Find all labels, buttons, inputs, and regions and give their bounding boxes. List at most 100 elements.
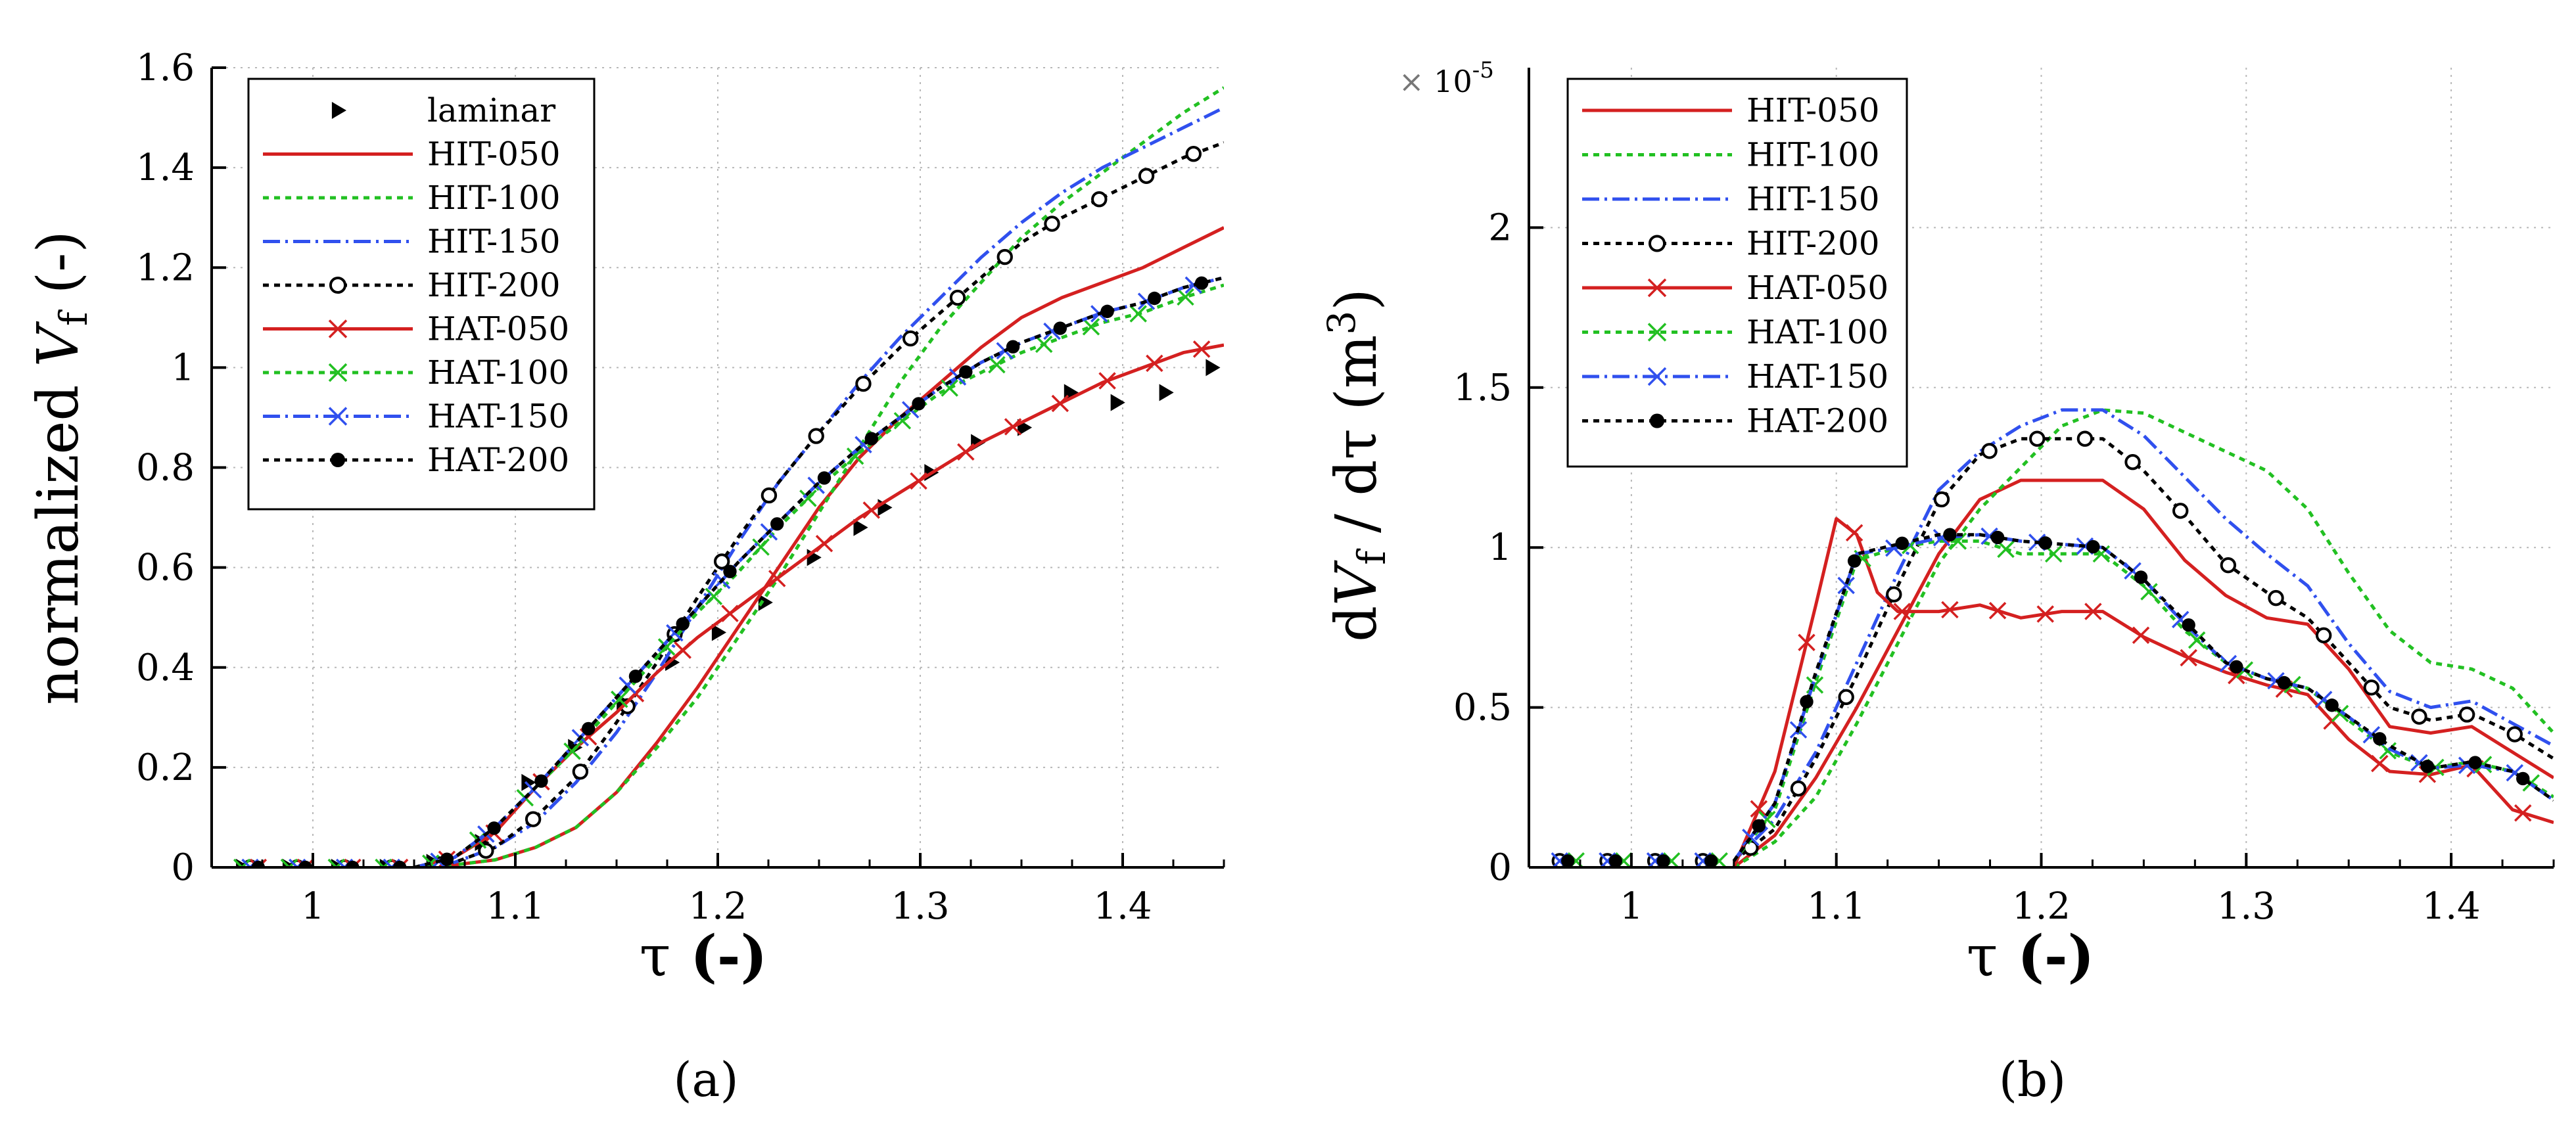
data-point-hit-200 bbox=[525, 811, 542, 827]
data-point-hat-200 bbox=[676, 617, 690, 631]
series-line-hat-200 bbox=[413, 276, 1224, 867]
data-point-hat-050 bbox=[721, 605, 739, 622]
data-point-hat-200 bbox=[1656, 854, 1670, 867]
data-point-hat-200 bbox=[628, 670, 643, 683]
series-line-hit-050 bbox=[1733, 478, 2554, 867]
legend-marker bbox=[1647, 278, 1667, 298]
legend-label: laminar bbox=[427, 91, 555, 129]
data-point-hat-100 bbox=[799, 490, 817, 507]
data-point-hat-100 bbox=[941, 379, 958, 397]
x-tick-label: 1.4 bbox=[2422, 885, 2481, 928]
data-point-hat-050 bbox=[815, 535, 833, 553]
x-tick-label: 1.1 bbox=[1807, 885, 1865, 928]
data-point-hat-200 bbox=[1006, 340, 1020, 354]
data-point-hat-200 bbox=[1704, 854, 1718, 867]
y-tick-label: 1 bbox=[171, 346, 195, 389]
data-point-hat-200 bbox=[2373, 732, 2387, 746]
legend-label: HIT-100 bbox=[1746, 136, 1880, 174]
data-point-laminar bbox=[521, 773, 536, 791]
data-point-hat-050 bbox=[1098, 372, 1116, 390]
data-point-hat-200 bbox=[2134, 570, 2148, 584]
legend-item-hat-150: HAT-150 bbox=[263, 398, 569, 436]
legend-item-hat-150: HAT-150 bbox=[1582, 357, 1888, 396]
data-point-hit-200 bbox=[2315, 627, 2332, 644]
y-tick-label: 0.2 bbox=[136, 746, 195, 789]
legend-label: HAT-150 bbox=[427, 398, 569, 436]
data-point-hat-100 bbox=[2140, 583, 2158, 601]
legend-label: HAT-100 bbox=[427, 354, 569, 392]
legend-marker bbox=[328, 407, 348, 426]
data-point-hit-200 bbox=[855, 375, 872, 392]
legend-item-hit-100: HIT-100 bbox=[263, 179, 561, 217]
y-tick-label: 0 bbox=[171, 846, 195, 889]
data-point-hat-050 bbox=[2371, 754, 2389, 773]
legend-item-hit-050: HIT-050 bbox=[263, 135, 561, 173]
legend: HIT-050 HIT-100 HIT-150 HIT-200 HAT-050 HAT-1… bbox=[1566, 78, 1908, 468]
data-point-hat-200 bbox=[392, 860, 407, 867]
legend-label: HIT-200 bbox=[427, 266, 561, 304]
data-point-hat-050 bbox=[1845, 524, 1863, 542]
data-point-hat-050 bbox=[1988, 602, 2007, 620]
data-point-hat-200 bbox=[1800, 695, 1814, 709]
data-point-laminar bbox=[758, 593, 773, 611]
chart-a: 1 1.1 1.2 1.3 1.4 0 0.2 0.4 0.6 0.8 1 1.2 1.4 1.6 τ (-… bbox=[26, 47, 1225, 1107]
data-point-hit-200 bbox=[2076, 430, 2094, 447]
legend-label: HIT-150 bbox=[427, 223, 561, 261]
data-point-hit-200 bbox=[1933, 491, 1950, 508]
x-tick-label: 1 bbox=[1620, 885, 1643, 928]
data-point-hat-200 bbox=[1943, 528, 1957, 541]
legend-label: HIT-200 bbox=[1746, 225, 1880, 263]
data-point-hat-200 bbox=[864, 432, 878, 446]
legend-marker bbox=[1647, 323, 1667, 342]
data-point-laminar bbox=[1159, 384, 1174, 401]
legend-marker bbox=[1649, 413, 1665, 428]
data-point-hat-100 bbox=[2188, 631, 2206, 649]
legend-item-hat-200: HAT-200 bbox=[263, 441, 569, 479]
data-point-hit-200 bbox=[2124, 454, 2141, 470]
data-point-hat-050 bbox=[1893, 603, 1911, 620]
legend-marker bbox=[328, 363, 348, 382]
data-point-hat-200 bbox=[723, 564, 737, 578]
x-tick-label: 1.1 bbox=[486, 885, 544, 928]
y-tick-label: 0 bbox=[1488, 846, 1512, 889]
y-tick-label: 0.8 bbox=[136, 447, 195, 490]
data-point-hat-200 bbox=[959, 365, 973, 379]
legend-marker bbox=[330, 452, 346, 468]
legend-marker bbox=[1648, 235, 1666, 252]
data-point-hat-050 bbox=[344, 858, 362, 867]
legend-item-hit-150: HIT-150 bbox=[1582, 180, 1880, 218]
data-point-hit-200 bbox=[713, 553, 730, 570]
data-point-hat-050 bbox=[1051, 394, 1069, 413]
data-point-hat-050 bbox=[674, 641, 691, 659]
data-point-hit-200 bbox=[808, 428, 824, 444]
data-point-hit-200 bbox=[1091, 191, 1108, 208]
data-point-hat-200 bbox=[912, 397, 925, 411]
data-point-hit-200 bbox=[2029, 430, 2046, 447]
data-point-hit-200 bbox=[902, 330, 919, 347]
data-point-hat-100 bbox=[705, 587, 723, 605]
legend-box bbox=[1566, 78, 1908, 468]
data-point-hat-200 bbox=[2516, 771, 2530, 786]
series-line-hat-200 bbox=[1732, 533, 2554, 862]
data-point-laminar bbox=[1110, 394, 1125, 411]
data-point-hat-050 bbox=[296, 858, 314, 867]
legend-label: HIT-050 bbox=[427, 135, 561, 173]
data-point-hat-050 bbox=[2084, 603, 2102, 620]
data-point-hit-200 bbox=[761, 487, 778, 504]
data-point-hat-050 bbox=[862, 501, 881, 519]
data-point-hat-100 bbox=[375, 858, 392, 867]
data-point-hat-100 bbox=[1997, 540, 2015, 559]
y-tick-label: 1.6 bbox=[136, 47, 195, 89]
data-point-hat-050 bbox=[2132, 626, 2150, 645]
y-axis-label: normalized Vf (-) bbox=[26, 231, 96, 705]
legend-item-hat-050: HAT-050 bbox=[1582, 269, 1888, 307]
data-point-hat-050 bbox=[2514, 804, 2532, 822]
series-group bbox=[233, 86, 1224, 867]
data-point-hat-100 bbox=[846, 447, 864, 465]
data-point-hat-100 bbox=[752, 538, 770, 556]
legend-box bbox=[247, 78, 596, 511]
data-point-hat-200 bbox=[2038, 536, 2052, 550]
data-point-hat-050 bbox=[2180, 649, 2197, 667]
data-point-hat-200 bbox=[1990, 530, 2005, 545]
data-point-hat-100 bbox=[1129, 305, 1147, 323]
